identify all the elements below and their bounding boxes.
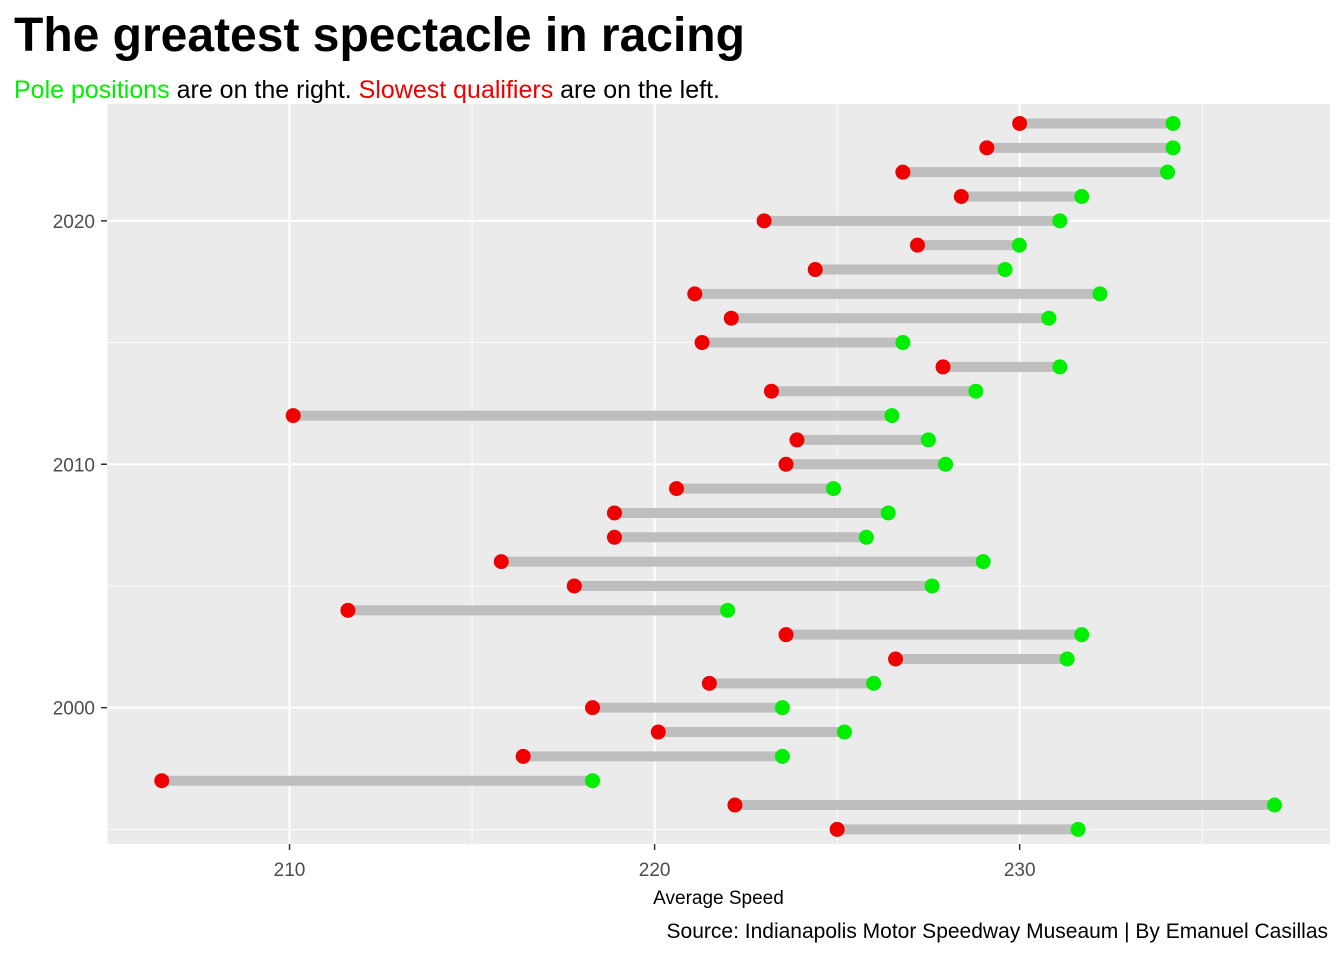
- slowest-qualifier-point: [340, 602, 356, 618]
- slowest-qualifier-point: [909, 237, 925, 253]
- pole-position-point: [1165, 140, 1181, 156]
- y-tick-label: 2020: [53, 212, 95, 233]
- pole-position-point: [858, 529, 874, 545]
- pole-position-point: [1052, 213, 1068, 229]
- dumbbell-segments: [161, 118, 1275, 835]
- pole-position-point: [1074, 189, 1090, 204]
- slowest-qualifier-point: [756, 213, 772, 229]
- pole-position-point: [720, 602, 736, 618]
- subtitle-pole-label: Pole positions: [14, 76, 170, 104]
- subtitle-end-text: are on the left.: [553, 76, 720, 104]
- slowest-qualifier-point: [669, 481, 685, 497]
- slowest-qualifier-point: [789, 432, 805, 448]
- pole-position-points: [585, 115, 1283, 837]
- slowest-qualifier-point: [829, 821, 845, 837]
- slowest-qualifier-point: [778, 627, 794, 643]
- slowest-qualifier-point: [935, 359, 951, 375]
- pole-position-point: [1160, 164, 1176, 180]
- pole-position-point: [774, 748, 790, 764]
- tick-labels: 210 220 230 2000 2010 2020: [53, 212, 1036, 881]
- slowest-qualifier-point: [606, 529, 622, 545]
- slowest-qualifier-point: [723, 310, 739, 326]
- pole-position-point: [880, 505, 896, 521]
- slowest-qualifier-point: [606, 505, 622, 521]
- slowest-qualifier-point: [953, 189, 969, 204]
- pole-position-point: [884, 408, 900, 424]
- slowest-qualifier-point: [701, 675, 717, 691]
- slowest-qualifier-point: [566, 578, 582, 594]
- slowest-qualifier-point: [1012, 115, 1028, 131]
- slowest-qualifier-point: [888, 651, 904, 667]
- x-axis-title: Average Speed: [653, 888, 784, 909]
- slowest-qualifier-point: [895, 164, 911, 180]
- pole-position-point: [866, 675, 882, 691]
- slowest-qualifier-point: [778, 456, 794, 472]
- pole-position-point: [895, 335, 911, 351]
- slowest-qualifier-point: [154, 773, 170, 789]
- pole-position-point: [1070, 821, 1086, 837]
- slowest-qualifier-point: [687, 286, 703, 302]
- y-tick-label: 2000: [53, 699, 95, 720]
- pole-position-point: [585, 773, 601, 789]
- pole-position-point: [938, 456, 954, 472]
- pole-position-point: [920, 432, 936, 448]
- pole-position-point: [924, 578, 940, 594]
- pole-position-point: [836, 724, 852, 740]
- pole-position-point: [1011, 237, 1027, 253]
- pole-position-point: [825, 481, 841, 497]
- x-tick-label: 210: [274, 860, 306, 881]
- y-tick-label: 2010: [53, 455, 95, 476]
- subtitle-mid-text: are on the right.: [169, 76, 359, 104]
- x-tick-label: 220: [639, 860, 671, 881]
- slowest-qualifier-points: [154, 115, 1028, 837]
- pole-position-point: [997, 262, 1013, 278]
- pole-position-point: [1165, 115, 1181, 131]
- pole-position-point: [1059, 651, 1075, 667]
- pole-position-point: [774, 700, 790, 716]
- subtitle-slow-label: Slowest qualifiers: [358, 76, 554, 104]
- slowest-qualifier-point: [493, 554, 509, 570]
- slowest-qualifier-point: [979, 140, 995, 156]
- slowest-qualifier-point: [727, 797, 743, 813]
- slowest-qualifier-point: [515, 748, 531, 764]
- slowest-qualifier-point: [585, 700, 601, 716]
- x-tick-label: 230: [1004, 860, 1036, 881]
- chart-caption: Source: Indianapolis Motor Speedway Muse…: [666, 920, 1328, 943]
- slowest-qualifier-point: [650, 724, 666, 740]
- slowest-qualifier-point: [694, 335, 710, 351]
- slowest-qualifier-point: [807, 262, 823, 278]
- chart-subtitle: Pole positions are on the right. Slowest…: [14, 76, 720, 105]
- pole-position-point: [1052, 359, 1068, 375]
- axis-ticks: [101, 220, 1021, 850]
- chart-title: The greatest spectacle in racing: [14, 9, 745, 62]
- pole-position-point: [1267, 797, 1283, 813]
- plot-panel: [107, 104, 1330, 844]
- slowest-qualifier-point: [763, 383, 779, 399]
- pole-position-point: [1092, 286, 1108, 302]
- pole-position-point: [1074, 627, 1090, 643]
- pole-position-point: [975, 554, 991, 570]
- slowest-qualifier-point: [285, 408, 301, 424]
- pole-position-point: [968, 383, 984, 399]
- pole-position-point: [1041, 310, 1057, 326]
